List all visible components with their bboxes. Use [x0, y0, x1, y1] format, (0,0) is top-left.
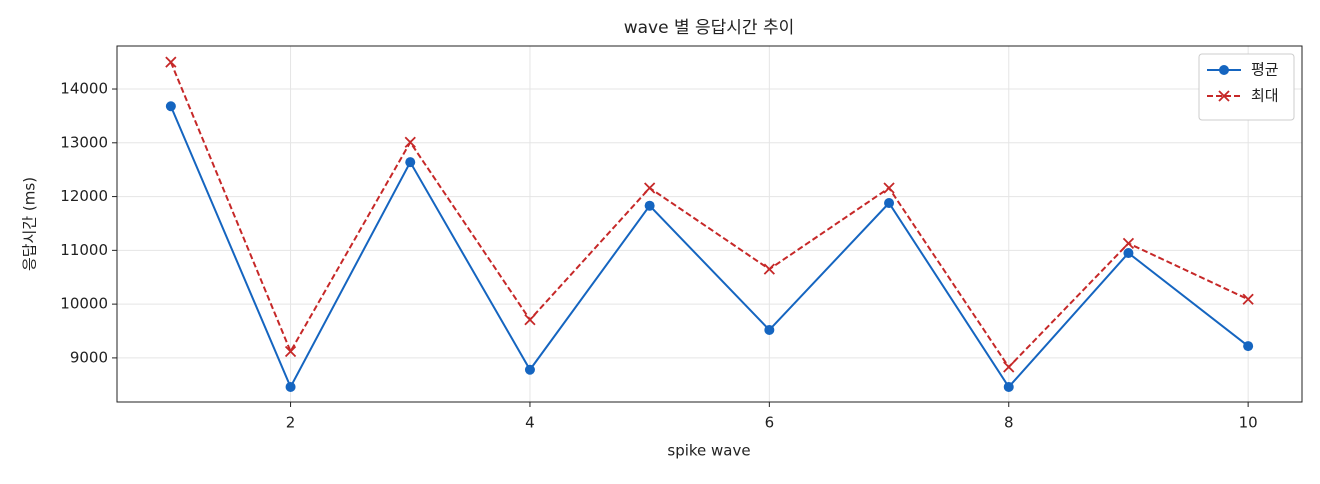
y-tick-label: 14000	[60, 80, 108, 98]
plot-frame	[116, 45, 1303, 403]
marker	[644, 200, 655, 211]
marker	[285, 381, 296, 392]
marker	[524, 364, 535, 375]
marker	[1122, 237, 1135, 249]
x-axis-label: spike wave	[667, 442, 750, 460]
marker	[644, 182, 656, 194]
y-tick-label: 13000	[60, 133, 108, 151]
series-line	[169, 61, 1249, 369]
marker	[1123, 248, 1134, 259]
legend-label: 평균	[1251, 61, 1279, 79]
marker	[763, 263, 775, 275]
chart-title: wave 별 응답시간 추이	[624, 18, 795, 38]
marker	[165, 101, 176, 112]
marker	[883, 182, 895, 194]
marker	[1003, 361, 1015, 373]
marker	[1242, 293, 1254, 305]
legend-marker	[1218, 90, 1230, 102]
x-tick-label: 8	[1004, 414, 1014, 432]
x-tick-label: 4	[525, 414, 535, 432]
marker	[764, 324, 775, 335]
marker	[404, 136, 416, 148]
series-line	[169, 105, 1249, 390]
marker	[284, 345, 297, 358]
marker	[405, 157, 416, 168]
x-tick-label: 10	[1239, 414, 1258, 432]
marker	[165, 56, 177, 68]
marker	[1003, 381, 1014, 392]
x-tick-label: 6	[765, 414, 775, 432]
marker	[524, 314, 536, 326]
y-tick-label: 11000	[60, 241, 108, 259]
y-tick-label: 12000	[60, 187, 108, 205]
y-tick-label: 9000	[70, 348, 108, 366]
x-tick-label: 2	[286, 414, 296, 432]
marker	[1243, 341, 1254, 352]
legend-marker	[1219, 65, 1229, 75]
legend-box	[1198, 53, 1295, 121]
marker	[884, 198, 895, 209]
y-tick-label: 10000	[60, 295, 108, 313]
legend-label: 최대	[1251, 87, 1279, 105]
y-axis-label: 응답시간 (ms)	[21, 177, 39, 271]
